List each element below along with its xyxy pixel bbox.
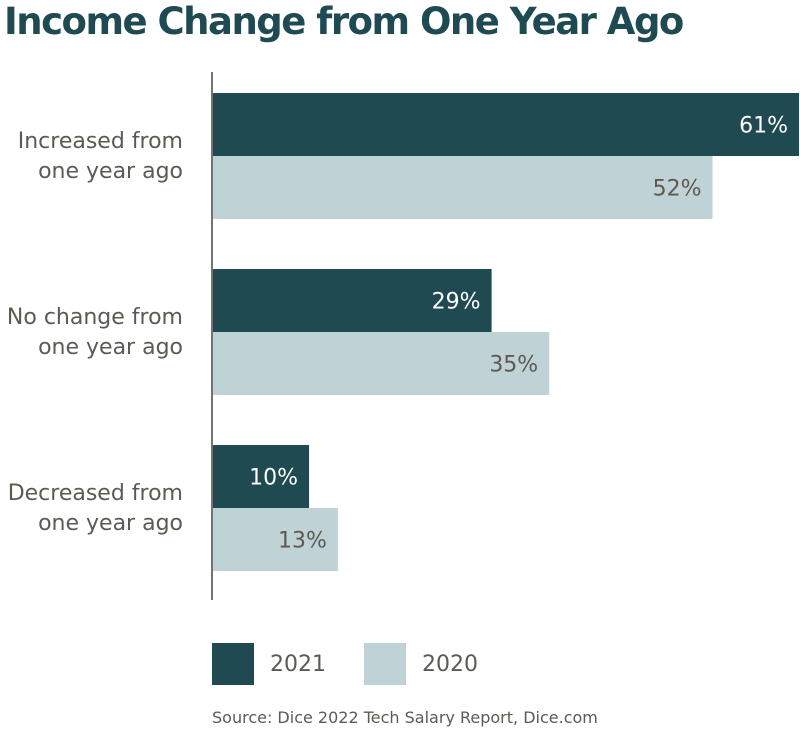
category-label-line: Decreased from	[8, 481, 183, 506]
data-label-2020: 52%	[653, 177, 702, 202]
chart-title: Income Change from One Year Ago	[4, 0, 684, 43]
bar-2020	[213, 508, 338, 571]
data-label-2020: 13%	[278, 529, 327, 554]
category-label-line: No change from	[7, 305, 183, 330]
legend-label-2021: 2021	[270, 651, 326, 677]
legend-item-2021: 2021	[212, 643, 326, 685]
legend: 2021 2020	[212, 643, 516, 685]
category-label: Increased from one year ago	[18, 129, 183, 184]
bar-2021	[213, 445, 310, 508]
bar-2020	[213, 156, 713, 219]
legend-swatch-2021	[212, 643, 254, 685]
category-label: No change from one year ago	[7, 305, 183, 360]
category-label-line: one year ago	[38, 159, 183, 184]
category-label: Decreased from one year ago	[8, 481, 183, 536]
source-note: Source: Dice 2022 Tech Salary Report, Di…	[212, 708, 598, 727]
bar-chart: Increased from one year ago 61% 52% No chang…	[7, 72, 799, 600]
bar-2021	[213, 93, 799, 156]
category-label-line: one year ago	[38, 335, 183, 360]
legend-label-2020: 2020	[422, 651, 478, 677]
data-label-2021: 10%	[249, 466, 298, 491]
bar-2021	[213, 269, 492, 332]
legend-swatch-2020	[364, 643, 406, 685]
category-label-line: one year ago	[38, 511, 183, 536]
data-label-2021: 29%	[432, 290, 481, 315]
legend-item-2020: 2020	[364, 643, 478, 685]
bar-2020	[213, 332, 550, 395]
category-label-line: Increased from	[18, 129, 183, 154]
data-label-2020: 35%	[489, 353, 538, 378]
data-label-2021: 61%	[739, 114, 788, 139]
